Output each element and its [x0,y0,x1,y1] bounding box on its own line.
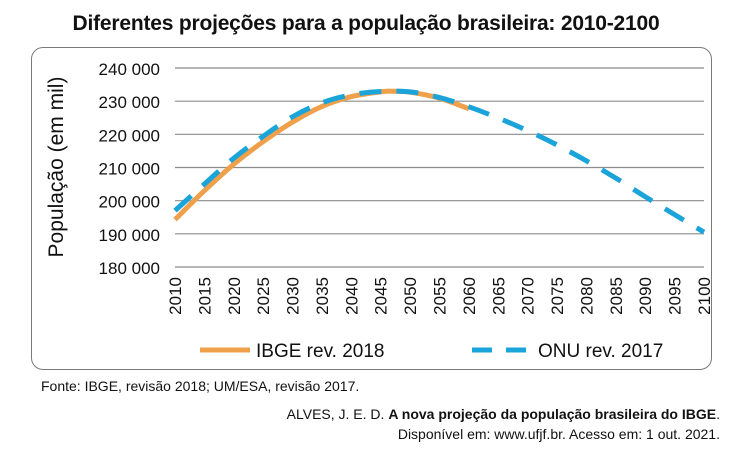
y-tick-label: 190 000 [99,226,160,245]
citation-title-suffix: . [716,406,720,422]
x-tick-label: 2045 [372,277,391,315]
chart-frame [31,47,712,370]
citation-title: A nova projeção da população brasileira … [388,406,717,422]
chart-title: Diferentes projeções para a população br… [72,12,660,35]
x-tick-label: 2100 [695,277,714,315]
legend-label: ONU rev. 2017 [538,341,663,362]
x-tick-label: 2090 [636,277,655,315]
x-tick-label: 2050 [401,277,420,315]
x-tick-label: 2060 [460,277,479,315]
x-tick-label: 2075 [548,277,567,315]
y-tick-label: 230 000 [99,93,160,112]
y-axis-label: População (em mil) [45,77,68,258]
citation-author: ALVES, J. E. D. [286,406,389,422]
x-tick-label: 2030 [284,277,303,315]
citation-access: Disponível em: www.ufjf.br. Acesso em: 1… [397,426,720,442]
x-tick-label: 2035 [313,277,332,315]
y-tick-label: 200 000 [99,193,160,212]
source-note: Fonte: IBGE, revisão 2018; UM/ESA, revis… [41,378,360,394]
y-tick-label: 220 000 [99,126,160,145]
citation: ALVES, J. E. D. A nova projeção da popul… [287,404,720,444]
x-tick-label: 2085 [607,277,626,315]
onu-series-line [173,88,706,235]
y-tick-label: 210 000 [99,160,160,179]
legend-label: IBGE rev. 2018 [256,341,385,362]
y-tick-label: 180 000 [99,259,160,278]
x-tick-label: 2065 [489,277,508,315]
x-tick-label: 2070 [519,277,538,315]
x-tick-label: 2025 [254,277,273,315]
x-tick-label: 2095 [666,277,685,315]
x-tick-label: 2020 [225,277,244,315]
x-tick-label: 2055 [431,277,450,315]
x-tick-label: 2015 [195,277,214,315]
x-tick-label: 2010 [166,277,185,315]
y-tick-label: 240 000 [99,60,160,79]
x-tick-label: 2040 [342,277,361,315]
x-tick-label: 2080 [577,277,596,315]
